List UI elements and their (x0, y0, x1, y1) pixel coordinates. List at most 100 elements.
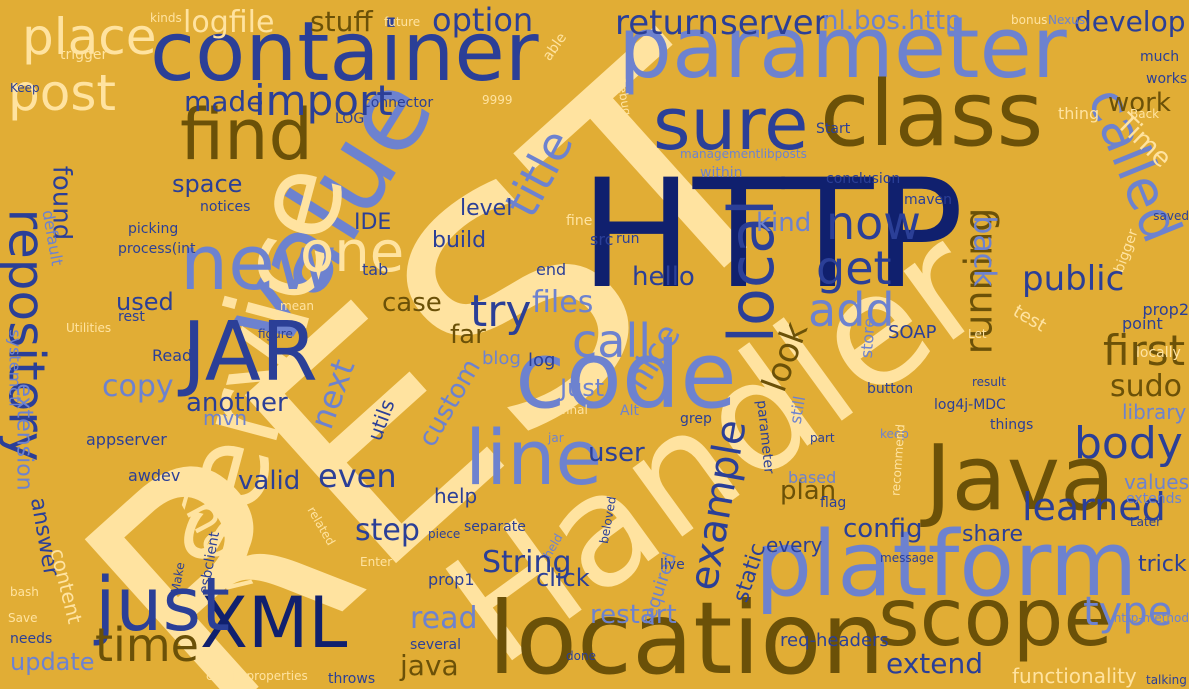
word-systemctl: systemctl (5, 329, 25, 407)
word-connector: connector (363, 95, 434, 111)
word-9999: 9999 (482, 93, 513, 107)
word-try: try (470, 286, 532, 337)
word-update: update (10, 648, 95, 676)
word-several: several (410, 637, 462, 653)
word-src: src (590, 230, 614, 249)
word-works: works (1146, 71, 1188, 87)
word-time: time (95, 618, 199, 672)
word-nexus: Nexus (1048, 13, 1086, 27)
word-recommend: recommend (888, 423, 908, 497)
word-button: button (867, 381, 914, 397)
word-back: Back (1130, 107, 1160, 121)
word-new: new (180, 218, 338, 307)
word-bonus: bonus (1011, 13, 1048, 27)
word-things: things (990, 417, 1034, 433)
word-files: files (532, 285, 594, 320)
word-soap: SOAP (888, 322, 937, 343)
word-one: one (300, 220, 405, 285)
word-restart: restart (590, 600, 677, 630)
word-java: Java (925, 426, 1116, 531)
word-point: point (1122, 314, 1163, 333)
word-talking: talking (1146, 673, 1187, 687)
word-space: space (172, 170, 243, 198)
word-xml: XML (200, 582, 348, 664)
word-functionality: functionality (1012, 664, 1137, 688)
word-share: share (962, 522, 1023, 547)
word-jar: JAR (182, 305, 318, 400)
word-stuff: stuff (310, 5, 373, 38)
word-needs: needs (10, 631, 53, 647)
word-just: just (95, 562, 231, 648)
word-store: store (856, 317, 879, 359)
word-class: class (820, 62, 1044, 167)
word-config-properties: config.properties (206, 669, 308, 683)
word-get: get (816, 241, 892, 295)
word-values: values (1123, 470, 1189, 494)
word-extend: extend (886, 647, 984, 680)
word-future: future (384, 15, 421, 29)
word-kinds: kinds (150, 11, 182, 25)
word-alt: Alt (620, 403, 639, 419)
word-used: used (116, 288, 174, 316)
word-logfile: logfile (183, 5, 275, 40)
word-jar: jar (548, 431, 564, 445)
word-log4j-mdc: log4j-MDC (934, 397, 1006, 413)
word-bash: bash (10, 585, 39, 599)
word-platform: platform (755, 512, 1138, 617)
word-server: server (720, 3, 828, 43)
word-copy: copy (102, 369, 174, 404)
word-config: config (843, 514, 923, 544)
word-work: work (1108, 88, 1171, 118)
word-done: done (566, 649, 596, 663)
word-based: based (788, 468, 837, 487)
word-kind: kind (756, 208, 812, 238)
word-start: Start (816, 121, 851, 137)
word-mean: mean (280, 299, 315, 313)
word-line: line (465, 413, 603, 502)
word-just: Just (560, 374, 605, 402)
word-java: java (400, 649, 459, 682)
word-managementlibposts: managementlibposts (680, 147, 807, 161)
word-first: first (1103, 326, 1186, 375)
word-later: Later (1130, 515, 1162, 529)
word-prop1: prop1 (428, 570, 475, 589)
word-http-method: http-method (1113, 611, 1189, 625)
word-sure: sure (653, 82, 809, 166)
word-end: end (536, 260, 567, 279)
word-flag: flag (820, 495, 847, 511)
word-far: far (450, 320, 486, 350)
word-still: still (785, 394, 810, 426)
word-place: place (22, 8, 157, 66)
word-parameter: parameter (618, 0, 1067, 98)
word-scope: scope (878, 571, 1113, 664)
word-piece: piece (428, 527, 461, 541)
word-thing: thing (1058, 104, 1100, 123)
word-string: String (482, 545, 572, 580)
word-prop2: prop2 (1142, 300, 1189, 319)
word-enter: Enter (360, 555, 393, 569)
word-trick: trick (1138, 552, 1187, 577)
word-picking: picking (128, 221, 179, 237)
word-every: every (766, 533, 823, 557)
word-save: Save (8, 611, 38, 625)
word-find: find (180, 94, 313, 176)
word-level: level (460, 196, 513, 221)
word-hello: hello (632, 262, 695, 292)
word-saved: saved (1153, 209, 1189, 223)
word-within: within (700, 165, 743, 181)
word-develop: develop (1074, 5, 1186, 38)
word-type: type (1083, 589, 1173, 635)
word-plan: plan (780, 476, 837, 506)
word-let: Let (968, 327, 987, 341)
word-option: option (432, 1, 534, 39)
word-public: public (1022, 259, 1125, 299)
word-http: HTTP (580, 148, 964, 322)
word-result: result (972, 375, 1006, 389)
word-blog: blog (482, 348, 521, 369)
word-bigger: bigger (1111, 227, 1142, 275)
word-conclusion: conclusion (826, 171, 901, 187)
word-extends: extends (1126, 491, 1182, 507)
word-location: location (488, 580, 885, 689)
word-fine: fine (566, 213, 593, 229)
